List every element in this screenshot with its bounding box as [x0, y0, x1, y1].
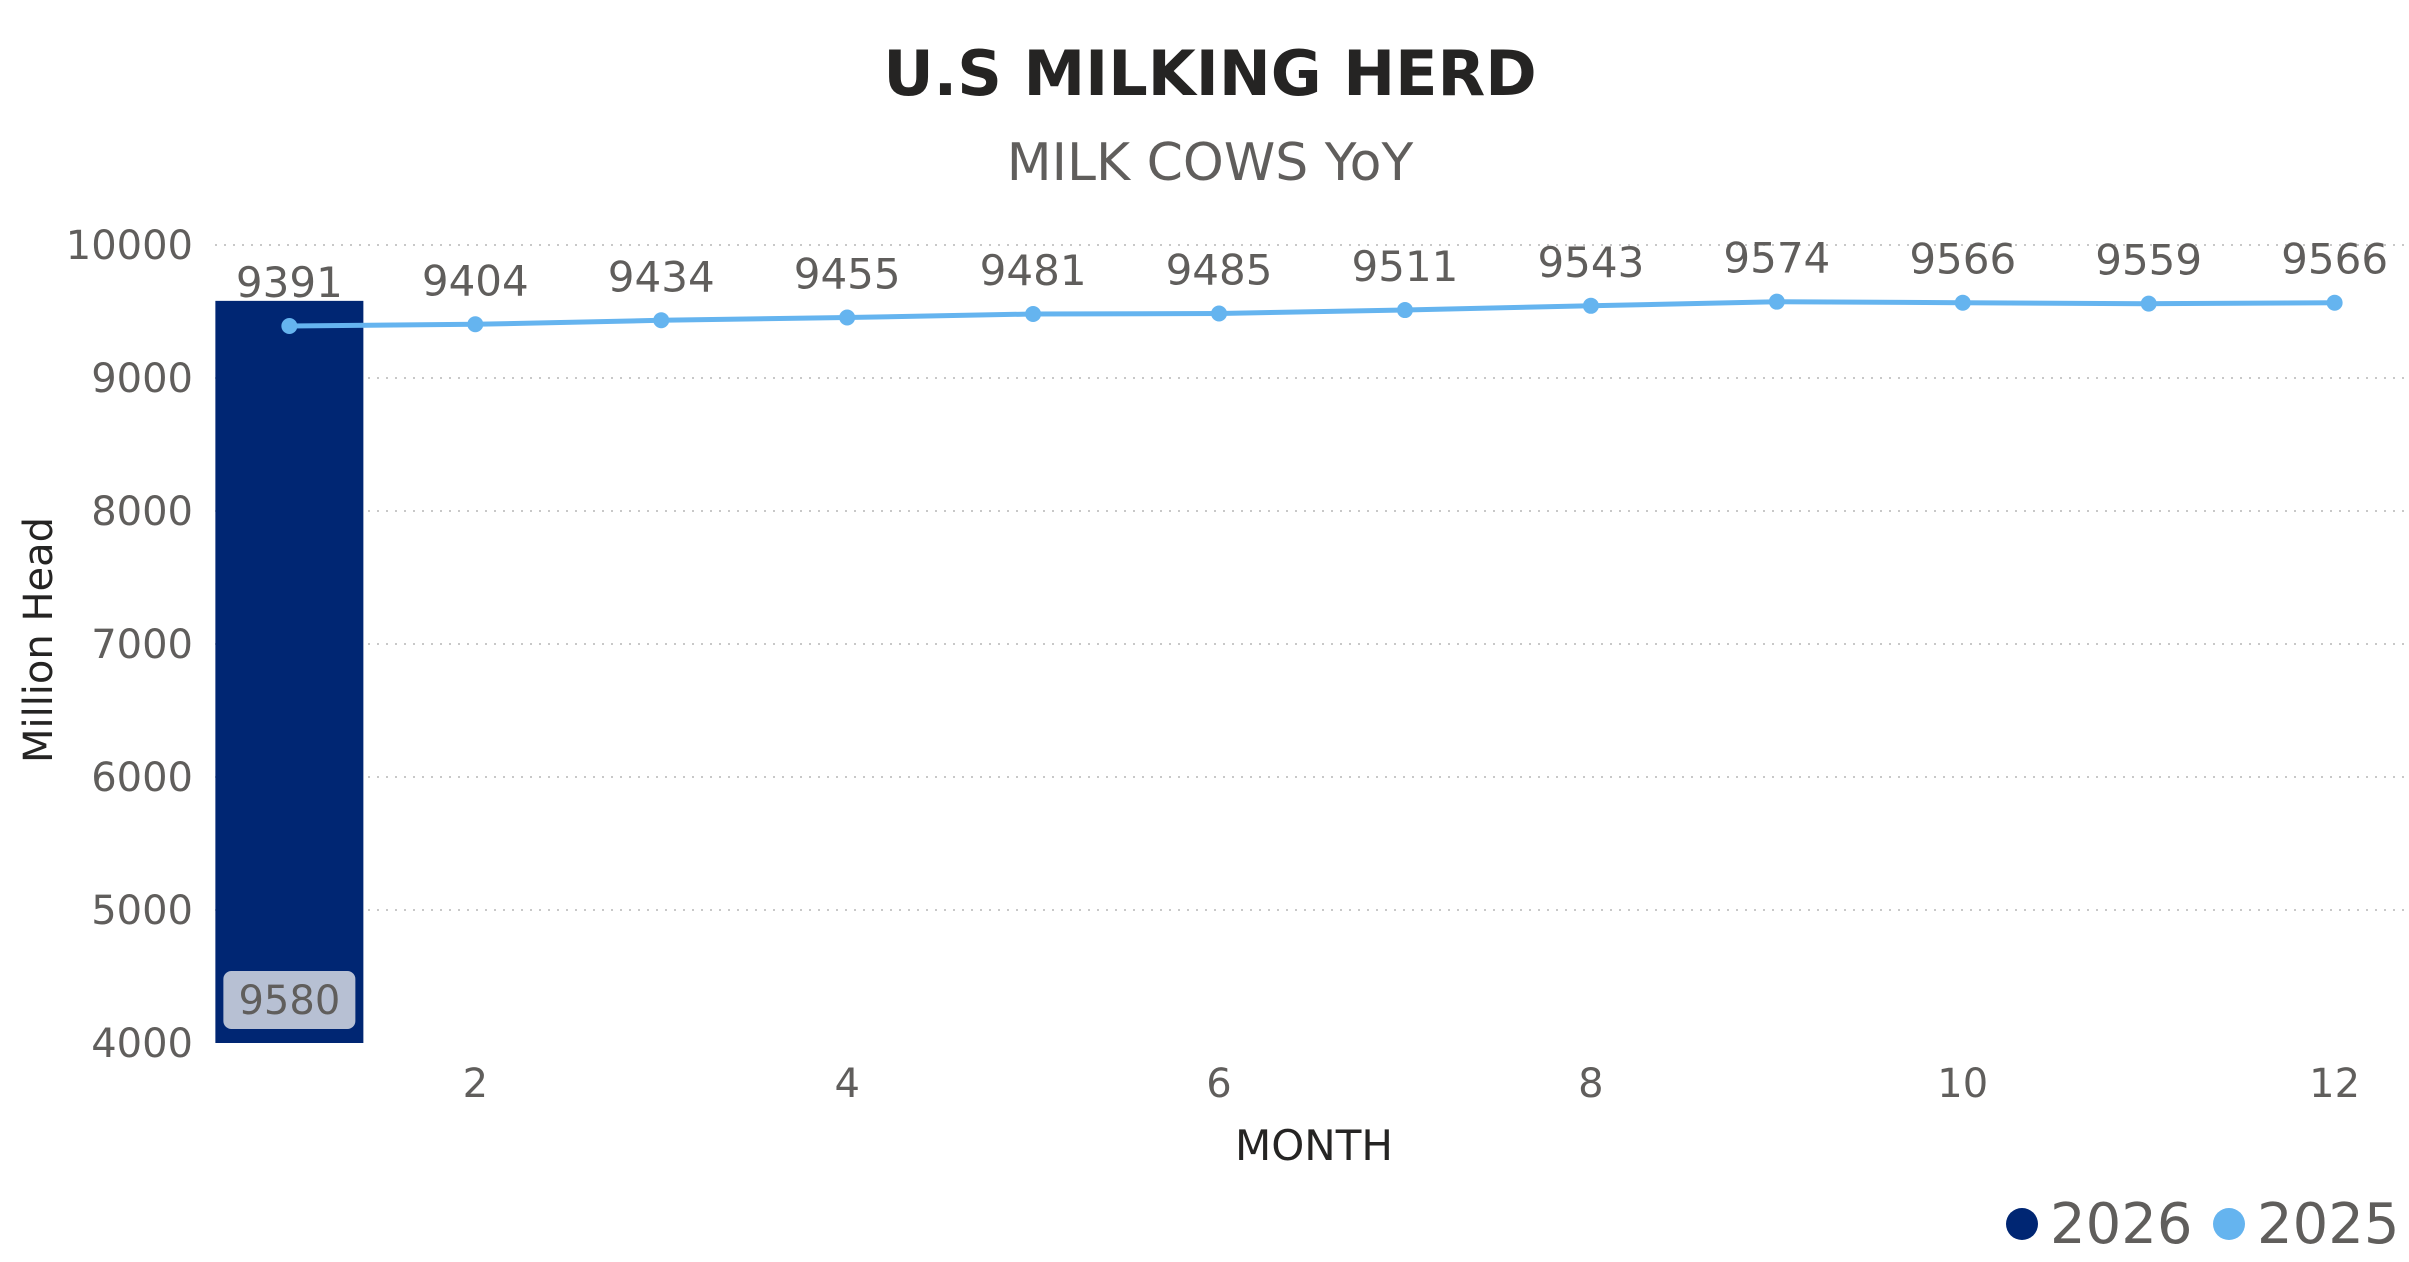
- line-data-label: 9543: [1537, 238, 1644, 287]
- x-tick-label: 6: [1206, 1061, 1231, 1107]
- x-tick-label: 12: [2309, 1061, 2360, 1107]
- line-data-label: 9481: [980, 246, 1087, 295]
- legend-marker: [2006, 1208, 2038, 1240]
- line-data-label: 9434: [608, 252, 715, 301]
- series-line: [286, 299, 2338, 329]
- bar-data-label: 9580: [238, 978, 340, 1024]
- y-tick-label: 7000: [91, 622, 193, 668]
- line-point: [1025, 306, 1042, 323]
- y-axis-title: Million Head: [16, 517, 62, 763]
- line-data-label: 9574: [1723, 234, 1830, 283]
- x-tick-label: 10: [1937, 1061, 1988, 1107]
- y-tick-label: 8000: [91, 489, 193, 535]
- y-tick-label: 4000: [91, 1021, 193, 1067]
- bar-series-2026: 9580: [215, 300, 364, 1043]
- legend-label: 2025: [2257, 1192, 2400, 1257]
- line-point: [1582, 297, 1599, 314]
- legend-marker: [2213, 1208, 2245, 1240]
- legend: 2026 2025: [2006, 1192, 2400, 1257]
- line-series-2025: 9391 9404 9434 9455 9481 9485 9511 9543 9574 9566…: [236, 234, 2388, 334]
- line-data-label: 9559: [2095, 236, 2202, 285]
- line-data-label: 9566: [1909, 235, 2016, 284]
- line-data-label: 9485: [1166, 245, 1273, 294]
- line-data-label: 9455: [794, 249, 901, 298]
- line-point: [281, 317, 298, 334]
- line-point: [1211, 305, 1228, 322]
- line-data-label: 9566: [2281, 235, 2388, 284]
- legend-label: 2026: [2050, 1192, 2193, 1257]
- line-data-label: 9511: [1352, 242, 1459, 291]
- y-axis-ticks: 4000 5000 6000 7000 8000 9000 10000: [66, 223, 193, 1067]
- x-axis-ticks: 2 4 6 8 10 12: [463, 1061, 2361, 1107]
- x-axis-title: MONTH: [1235, 1121, 1393, 1170]
- line-point: [467, 316, 484, 333]
- line-point: [1954, 294, 1971, 311]
- gridlines: [215, 244, 2409, 911]
- line-point: [2140, 295, 2157, 312]
- line-point: [1768, 293, 1785, 310]
- line-point: [839, 309, 856, 326]
- y-tick-label: 10000: [66, 223, 193, 269]
- bar-label-box: [223, 971, 356, 1029]
- line-data-label: 9404: [422, 256, 529, 305]
- x-tick-label: 2: [463, 1061, 488, 1107]
- line-point: [653, 312, 670, 329]
- y-tick-label: 9000: [91, 356, 193, 402]
- chart-title: U.S MILKING HERD: [883, 37, 1536, 110]
- y-tick-label: 5000: [91, 888, 193, 934]
- line-data-label: 9391: [236, 258, 343, 307]
- line-point: [2326, 294, 2343, 311]
- chart-subtitle: MILK COWS YoY: [1007, 133, 1414, 193]
- x-tick-label: 4: [834, 1061, 859, 1107]
- y-tick-label: 6000: [91, 755, 193, 801]
- line-point: [1396, 302, 1413, 319]
- x-tick-label: 8: [1578, 1061, 1603, 1107]
- bar: [215, 300, 364, 1043]
